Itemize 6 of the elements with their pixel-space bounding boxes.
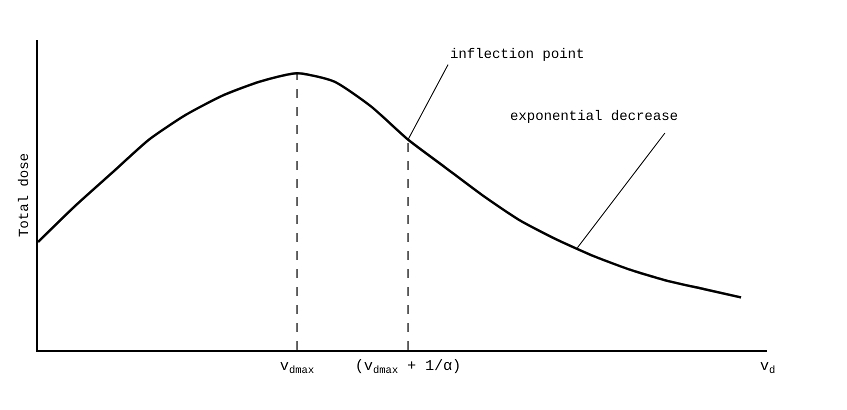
annotation: exponential decrease — [510, 109, 678, 125]
x-axis-title: v$_{d}$ — [760, 358, 776, 378]
x-tick-label: (v$_{dmax}$ + 1/α) — [354, 358, 462, 378]
y-axis-title: Total dose — [17, 152, 34, 238]
x-tick-label: v$_{dmax}$ — [280, 358, 314, 378]
annotation: inflection point — [450, 47, 584, 63]
